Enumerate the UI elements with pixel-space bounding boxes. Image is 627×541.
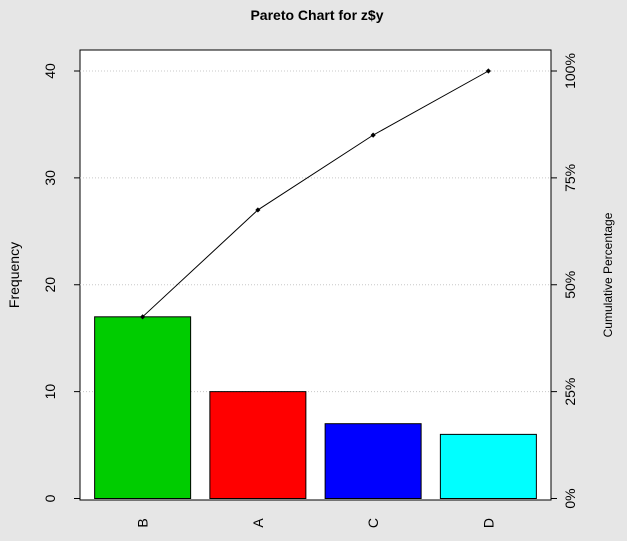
y-tick-label: 10 — [42, 384, 58, 400]
x-tick-label: D — [480, 518, 496, 528]
y2-tick-label: 100% — [562, 53, 578, 89]
y2-axis-label: Cumulative Percentage — [601, 212, 615, 337]
cumulative-point-D — [485, 68, 491, 74]
cumulative-polyline — [142, 70, 489, 318]
y-axis-label: Frequency — [6, 242, 22, 308]
y2-tick-label: 75% — [562, 164, 578, 192]
y2-tick-label: 0% — [562, 488, 578, 508]
cumulative-point-C — [370, 132, 376, 138]
bar-C — [324, 423, 422, 499]
y-tick-label: 0 — [42, 494, 58, 502]
cumulative-point-A — [255, 207, 261, 213]
x-tick-label: A — [250, 518, 266, 528]
y-tick-label: 20 — [42, 277, 58, 293]
cumulative-point-B — [140, 314, 146, 320]
x-tick-label: C — [365, 518, 381, 528]
y-tick-label: 40 — [42, 63, 58, 79]
y2-tick-label: 25% — [562, 378, 578, 406]
y2-tick-label: 50% — [562, 271, 578, 299]
x-tick-label: B — [135, 518, 151, 527]
cumulative-line — [140, 68, 491, 320]
y-tick-label: 30 — [42, 170, 58, 186]
chart-title: Pareto Chart for z$y — [250, 7, 383, 23]
bar-A — [209, 391, 307, 499]
bars — [94, 316, 537, 499]
y-axis-right: 0% 25% 50% 75% 100% — [551, 53, 578, 509]
y-axis-left: 0 10 20 30 40 — [42, 63, 80, 502]
bar-B — [94, 316, 192, 499]
bar-D — [439, 433, 537, 499]
